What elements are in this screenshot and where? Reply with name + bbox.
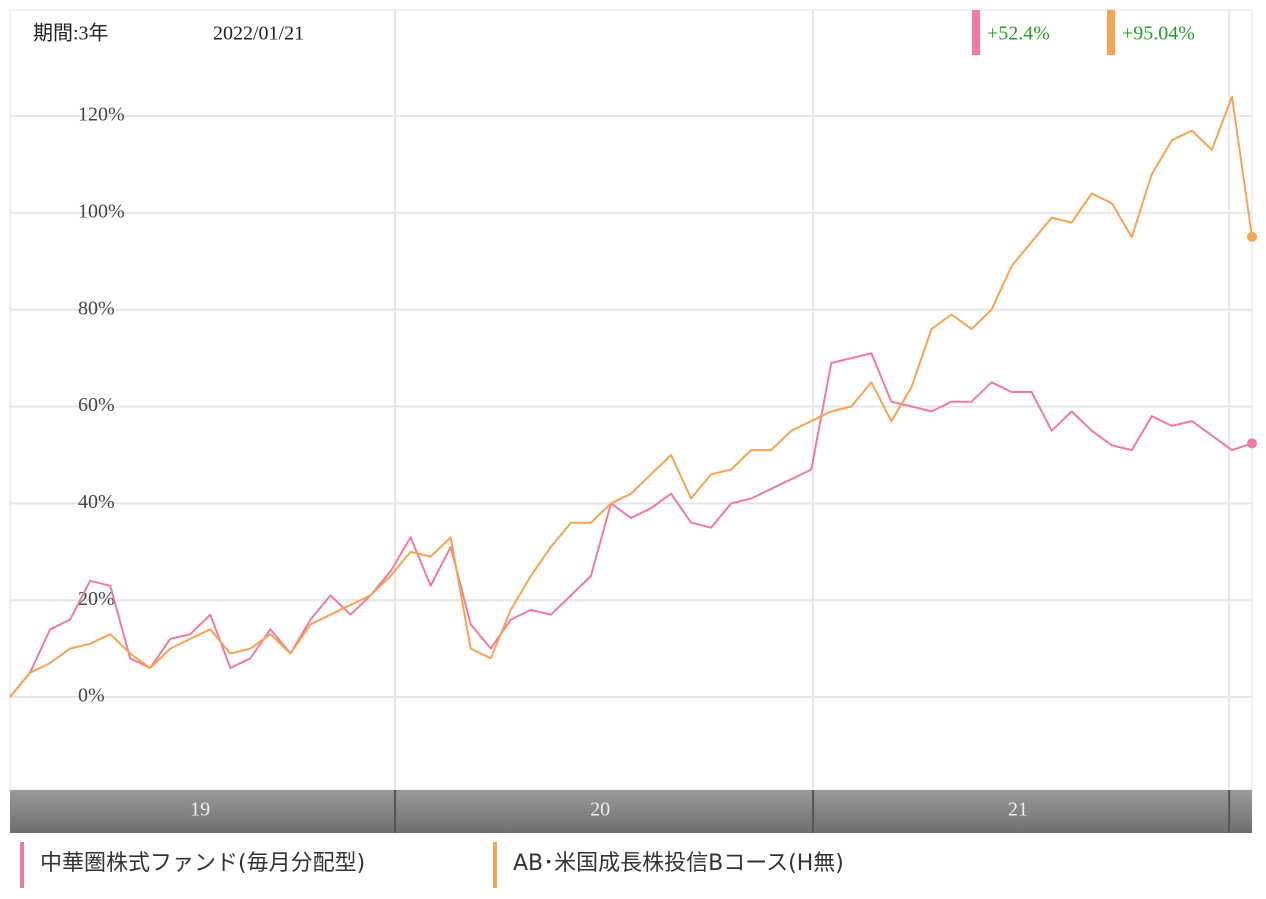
series-line — [9, 352, 1253, 698]
end-marker — [1247, 231, 1257, 242]
y-tick-label: 80% — [78, 297, 115, 319]
legend-label: 中華圏株式ファンド(毎月分配型) — [40, 851, 365, 876]
y-tick-label: 0% — [78, 685, 105, 707]
end-label-swatch — [1107, 10, 1115, 55]
y-tick-label: 100% — [78, 200, 125, 222]
legend-swatch — [20, 842, 24, 888]
y-tick-label: 120% — [78, 104, 125, 126]
date-label: 2022/01/21 — [213, 23, 304, 45]
x-axis-band — [10, 790, 1252, 833]
end-label-swatch — [972, 10, 980, 55]
y-tick-label: 40% — [78, 491, 115, 513]
plot-frame — [9, 9, 1253, 791]
period-label: 期間:3年 — [33, 22, 109, 45]
x-tick-label: 20 — [590, 799, 610, 821]
legend-swatch — [493, 842, 497, 888]
x-tick-label: 21 — [1008, 799, 1028, 821]
series-line — [9, 95, 1253, 698]
end-value-label: +52.4% — [987, 23, 1050, 45]
end-value-label: +95.04% — [1122, 23, 1195, 45]
legend-label: AB･米国成長株投信Bコース(H無) — [513, 851, 844, 876]
y-tick-label: 60% — [78, 394, 115, 416]
end-marker — [1247, 438, 1257, 449]
y-tick-label: 20% — [78, 588, 115, 610]
x-tick-label: 19 — [190, 799, 210, 821]
